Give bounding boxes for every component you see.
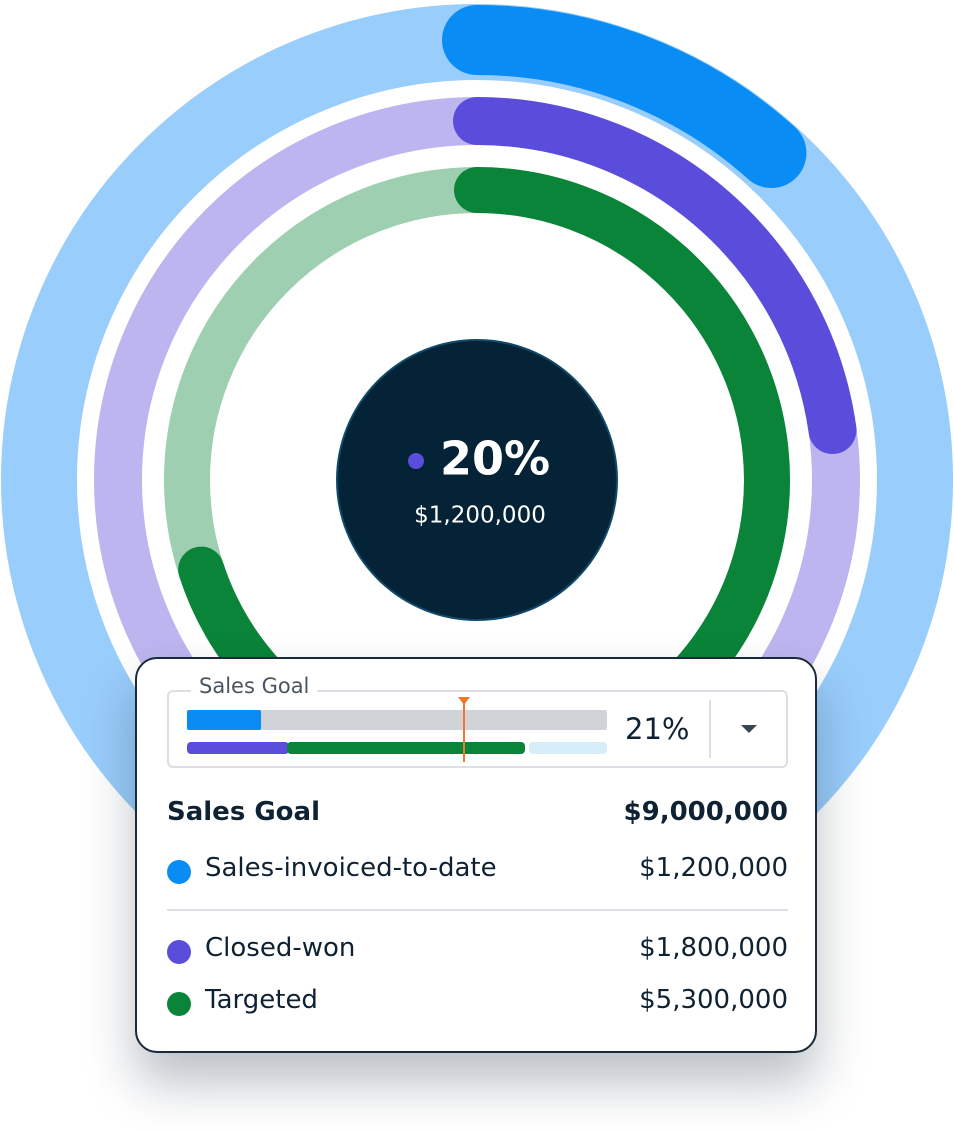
goal-marker [463,702,465,762]
item-label: Targeted [205,985,318,1015]
center-dot [408,453,424,469]
box-legend: Sales Goal [191,674,318,698]
closed-won-arc [453,97,857,455]
item-dot [167,992,191,1016]
progress-box: Sales Goal 21% [167,674,788,768]
sales-goal-card: Sales Goal 21% Sales Goal $9,000,000 Sal… [135,657,817,1053]
item-value: $5,300,000 [639,985,788,1015]
dropdown-toggle[interactable] [741,725,757,733]
summary-value: $9,000,000 [623,797,788,827]
goal-track [187,710,607,730]
item-dot [167,860,191,884]
divider [167,909,788,911]
center-amount: $1,200,000 [414,503,546,529]
item-label: Sales-invoiced-to-date [205,853,497,883]
item-value: $1,200,000 [639,853,788,883]
item-dot [167,940,191,964]
summary-label: Sales Goal [167,797,321,827]
item-label: Closed-won [205,933,356,963]
invoiced-bar [187,710,261,730]
closed-won-bar [187,742,289,754]
separator [709,700,711,758]
goal-marker-head [458,697,470,705]
invoiced-arc [442,5,807,189]
item-value: $1,800,000 [639,933,788,963]
center-badge [336,339,618,621]
progress-percent: 21% [625,712,690,746]
center-percent: 20% [440,432,550,486]
targeted-bar [287,742,525,754]
remaining-bar [529,742,607,754]
